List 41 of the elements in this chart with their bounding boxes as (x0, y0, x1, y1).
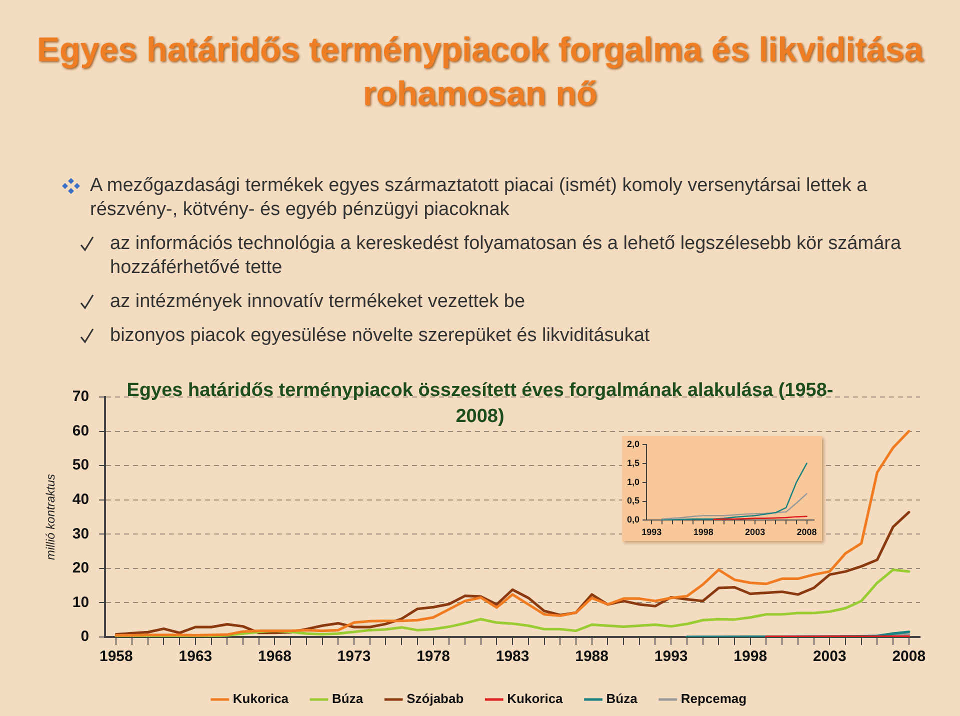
x-tick-label: 1998 (693, 527, 714, 538)
x-tick-label: 2003 (745, 527, 766, 538)
chart-title: Egyes határidős terménypiacok forgalma és likviditása rohamosan nő (36, 30, 924, 115)
y-tick-label: 60 (72, 422, 90, 440)
y-tick-label: 2,0 (626, 438, 640, 449)
x-tick-label: 1983 (496, 648, 530, 666)
text: bizonyos piacok egyesülése növelte szerepüket és likviditásukat (110, 325, 650, 346)
legend-label: Búza (332, 691, 364, 706)
x-tick-label: 1978 (416, 648, 450, 666)
y-tick-label: 1,5 (626, 458, 640, 468)
y-tick-label: 10 (72, 594, 90, 611)
legend-label: Kukorica (232, 691, 290, 706)
y-tick-label: 70 (72, 388, 90, 406)
x-tick-label: 2008 (796, 527, 817, 538)
y-tick-label: 40 (72, 491, 90, 508)
x-tick-label: 1973 (337, 648, 371, 666)
legend-label: Szójabab (406, 691, 464, 706)
x-tick-label: 1968 (258, 648, 292, 666)
x-tick-label: 1998 (734, 648, 768, 666)
x-tick-label: 2008 (892, 648, 926, 666)
legend-label: Repcemag (680, 691, 747, 706)
x-tick-label: 1963 (178, 648, 212, 666)
text: az információs technológia a kereskedést folyamatosan és a lehető legszélesebb kör számára hozzáférhetővé tette (110, 233, 902, 278)
y-tick-label: 0,5 (626, 496, 640, 506)
y-axis-title: millió kontraktus (44, 474, 58, 560)
text: A mezőgazdasági termékek egyes származtatott piacai (ismét) komoly versenytársai lettek a részvény-, kötvény- és egyéb pénzügyi piacoknak (90, 175, 868, 220)
x-tick-label: 1993 (642, 527, 662, 538)
y-tick-label: 20 (72, 560, 90, 577)
y-tick-label: 30 (72, 525, 90, 542)
chart-subtitle: Egyes határidős terménypiacok összesített éves forgalmának alakulása (1958-2008) (126, 379, 834, 429)
y-tick-label: 50 (72, 456, 90, 474)
y-tick-label: 1,0 (626, 476, 640, 487)
x-tick-label: 1993 (654, 648, 688, 666)
legend-label: Kukorica (507, 691, 564, 706)
y-tick-label: 0,0 (626, 514, 640, 525)
legend-label: Búza (606, 691, 638, 706)
x-tick-label: 1988 (575, 648, 608, 666)
y-tick-label: 0 (80, 628, 90, 646)
x-tick-label: 2003 (812, 648, 846, 666)
text: az intézmények innovatív termékeket vezettek be (110, 291, 526, 312)
x-tick-label: 1958 (99, 648, 133, 666)
